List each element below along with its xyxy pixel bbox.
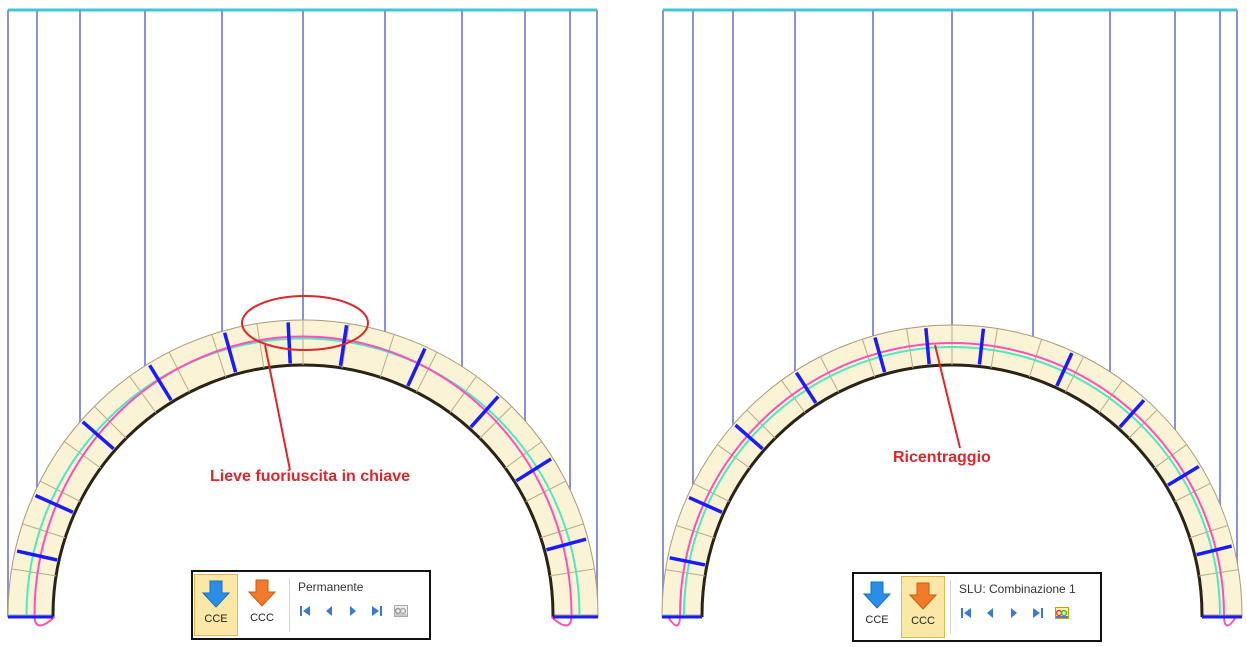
joint-mark [286,322,292,364]
voussoir-joint [379,334,395,378]
joint-mark [406,347,427,387]
toolbar-separator [289,578,290,632]
joint-mark [1055,352,1074,387]
thrust-line-pink [33,335,573,627]
voussoir-joint [168,351,190,393]
navigation-row [959,606,1076,620]
joint-mark [873,337,887,373]
joint-mark [148,364,173,402]
previous-icon[interactable] [322,604,336,618]
thrust-line-green [25,337,581,617]
voussoir-joint [781,380,806,414]
voussoir-joint [1153,444,1187,469]
thrust-line-green [683,346,1221,617]
voussoir-joint [39,480,81,502]
joint-mark [469,395,500,429]
joint-mark [1167,465,1200,487]
cce-button[interactable]: CCE [194,574,238,636]
joint-mark [16,549,58,562]
joint-mark [794,371,818,404]
voussoir-joint [341,323,350,369]
joint-mark [1118,399,1146,429]
toolbar-separator [950,580,951,634]
voussoir-joint [1065,356,1085,393]
voussoir-joint [746,409,776,439]
arrow-down-blue-icon [862,581,892,609]
annotation-pointer [934,344,961,449]
ccc-label: CCC [911,615,935,627]
load-case-group: Permanente [294,572,412,638]
joint-mark [924,328,931,365]
left-arch-diagram [7,8,599,627]
joint-mark [222,332,238,373]
ccc-button[interactable]: CCC [240,574,284,636]
arrow-down-orange-icon [247,579,277,607]
joint-mark [977,328,986,365]
next-icon[interactable] [1007,606,1021,620]
voussoir-joint [449,376,477,414]
cce-label: CCE [865,614,889,626]
left-annotation: Lieve fuoriuscita in chiave [210,468,411,485]
voussoir-joint [990,328,998,369]
voussoir-joint [1028,339,1043,378]
voussoir-joint [861,339,876,378]
left-panel [0,0,610,647]
voussoir-joint [1189,524,1228,539]
voussoir-joint [11,568,57,577]
voussoir-joint [693,482,730,502]
voussoir-joint [1098,380,1123,414]
voussoir-joint [717,444,751,469]
voussoir-joint [256,323,265,369]
chart-icon[interactable] [394,604,408,618]
voussoir-joint [676,524,715,539]
cce-button[interactable]: CCE [855,576,899,638]
highlight-ellipse [241,295,369,351]
right-toolbar: CCE CCC SLU: Combinazione 1 [852,572,1102,642]
voussoir-joint [1174,482,1211,502]
joint-mark [669,556,706,567]
next-icon[interactable] [346,604,360,618]
arrow-down-orange-icon [908,582,938,610]
voussoir-joint [1128,409,1158,439]
joint-mark [515,457,552,483]
voussoir-joint [540,523,584,539]
joint-mark [81,420,115,451]
load-case-label: Permanente [298,580,364,594]
voussoir-joint [22,523,66,539]
thrust-line-pink [667,342,1237,627]
voussoir-joint [416,351,438,393]
ccc-label: CCC [250,612,274,624]
voussoir-joint [906,328,914,369]
first-icon[interactable] [298,604,312,618]
joint-mark [734,423,764,451]
joint-mark [34,493,74,514]
last-icon[interactable] [1031,606,1045,620]
voussoir-joint [819,356,839,393]
last-icon[interactable] [370,604,384,618]
joint-mark [338,324,349,367]
voussoir-joint [549,568,595,577]
first-icon[interactable] [959,606,973,620]
previous-icon[interactable] [983,606,997,620]
arrow-down-blue-icon [201,580,231,608]
right-panel [655,0,1247,647]
ccc-button[interactable]: CCC [901,576,945,638]
right-annotation: Ricentraggio [893,449,991,466]
right-arch-diagram [661,8,1243,627]
annotation-pointer [264,344,291,471]
joint-mark [545,537,587,552]
load-case-group: SLU: Combinazione 1 [955,574,1080,640]
voussoir-joint [129,376,157,414]
voussoir-joint [525,480,567,502]
voussoir-joint [1198,569,1239,577]
voussoir-joint [211,334,227,378]
left-toolbar: CCE CCC Permanente [191,570,431,640]
voussoir-joint [665,569,706,577]
load-case-label: SLU: Combinazione 1 [959,582,1076,596]
cce-label: CCE [204,613,228,625]
joint-mark [688,495,723,514]
chart-icon[interactable] [1055,606,1069,620]
joint-mark [1196,544,1233,557]
navigation-row [298,604,408,618]
